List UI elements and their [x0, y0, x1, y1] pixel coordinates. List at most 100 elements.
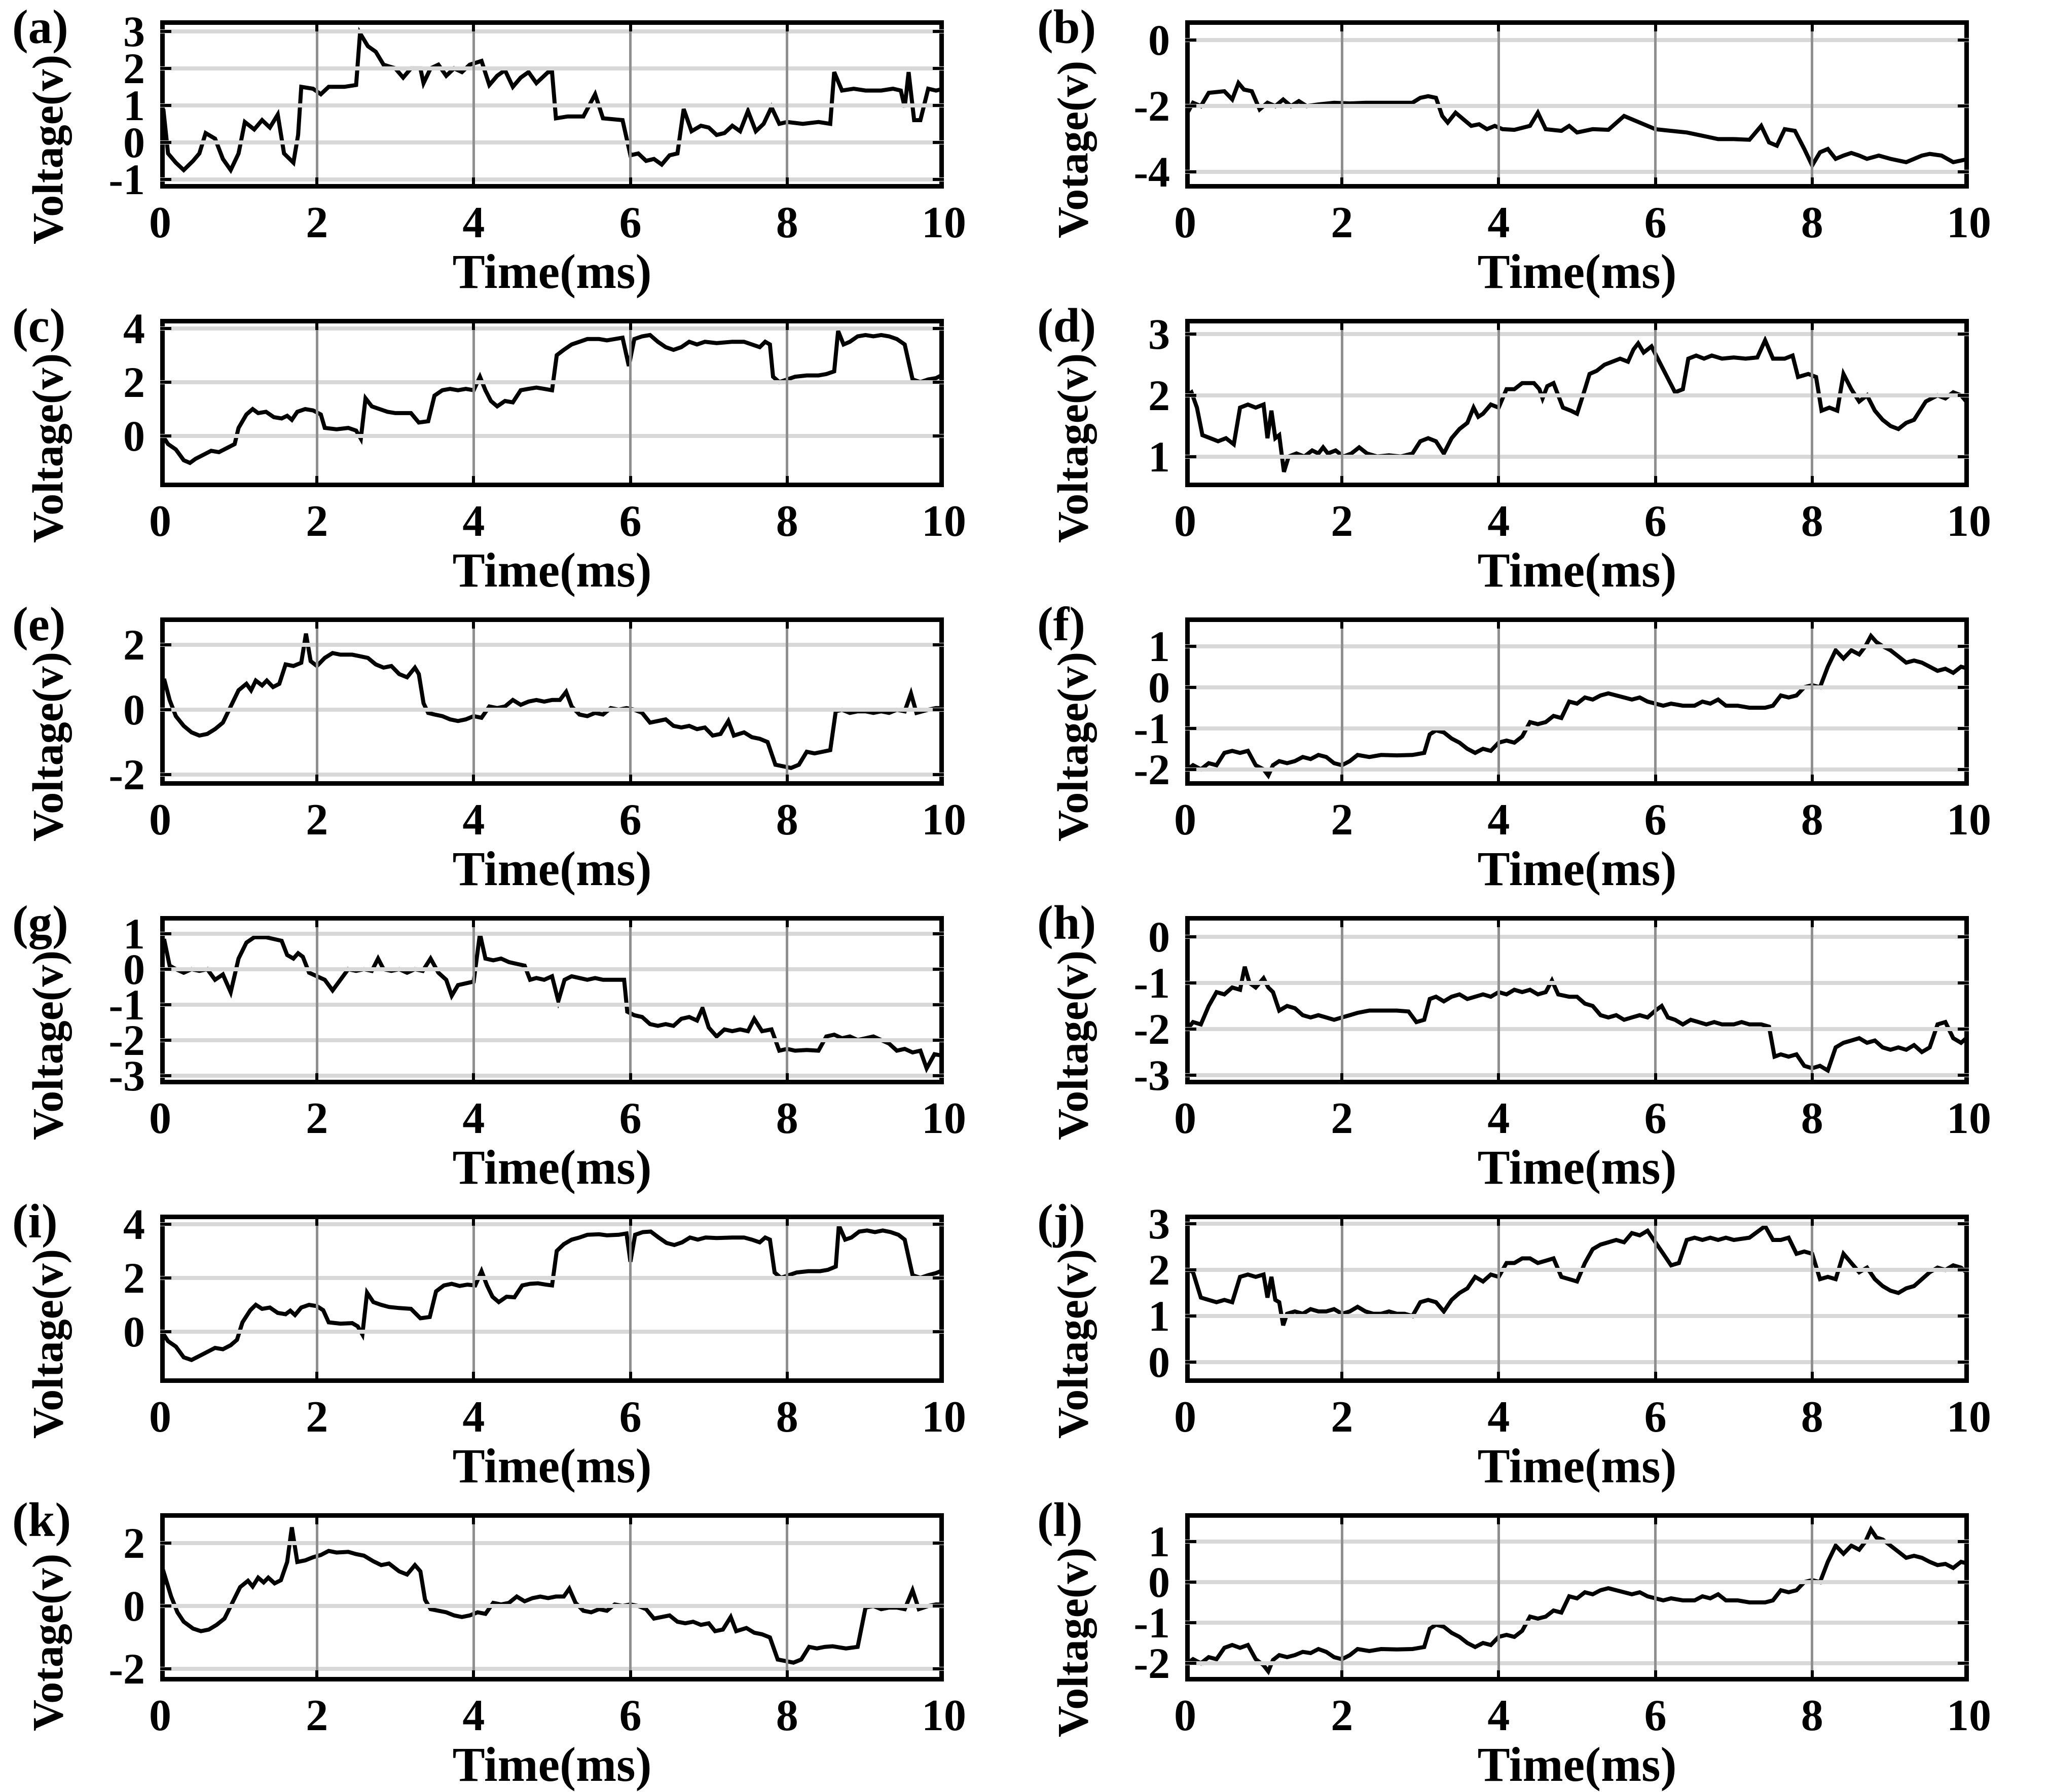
x-tick-label: 0 [1174, 198, 1196, 247]
x-tick-mark [1654, 1372, 1657, 1383]
x-tick-mark [472, 1372, 475, 1383]
x-tick-mark [785, 916, 789, 927]
subplot-b: (b) Votage(v) Time(ms) 0 -2 -4 0 2 4 6 8 10 [1025, 0, 2050, 299]
x-tick-label: 6 [1644, 1691, 1667, 1740]
plot-area [1185, 1513, 1969, 1681]
y-tick-mark [160, 1038, 171, 1042]
v-gridline [1811, 617, 1814, 786]
x-tick-mark [1497, 319, 1500, 330]
subplot-k: (k) Votage(v) Time(ms) 2 0 -2 0 2 4 6 8 10 [0, 1493, 1025, 1791]
y-tick-mark [933, 708, 944, 711]
subplot-l: (l) Voltage(v) Time(ms) 1 0 -1 -2 0 2 4 6 8 10 [1025, 1493, 2050, 1791]
subplot-d: (d) Voltage(v) Time(ms) 3 2 1 0 2 4 6 8 10 [1025, 299, 2050, 597]
h-gridline [160, 1604, 944, 1608]
x-tick-label: 0 [1174, 795, 1196, 845]
x-tick-mark [1340, 1670, 1344, 1681]
x-tick-mark [1340, 319, 1344, 330]
v-gridline [786, 1215, 789, 1383]
x-tick-label: 0 [1174, 1393, 1196, 1442]
x-tick-mark [1340, 20, 1344, 31]
y-tick-label: 4 [123, 1199, 145, 1249]
y-tick-mark [160, 967, 171, 971]
h-gridline [1185, 726, 1969, 730]
h-gridline [1185, 1580, 1969, 1584]
v-gridline [1654, 617, 1657, 786]
y-tick-mark [933, 29, 944, 33]
x-tick-label: 10 [1947, 1393, 1991, 1442]
y-tick-label: 2 [1148, 1246, 1170, 1295]
y-tick-mark [1958, 1073, 1969, 1077]
x-tick-mark [1340, 1215, 1344, 1226]
y-tick-mark [933, 1276, 944, 1279]
y-tick-mark [933, 1667, 944, 1671]
v-gridline [1811, 319, 1814, 487]
v-gridline [1497, 1215, 1500, 1383]
x-tick-mark [315, 1670, 319, 1681]
subplot-j: (j) Voltage(v) Time(ms) 3 2 1 0 0 2 4 6 8 10 [1025, 1194, 2050, 1493]
v-gridline [786, 617, 789, 786]
plot-area [1185, 1215, 1969, 1383]
h-gridline [160, 643, 944, 647]
y-tick-mark [933, 326, 944, 330]
y-tick-mark [160, 140, 171, 144]
x-tick-mark [1810, 1670, 1814, 1681]
h-gridline [160, 103, 944, 107]
y-tick-mark [1958, 1621, 1969, 1624]
y-tick-mark [1185, 726, 1196, 730]
x-tick-mark [1340, 177, 1344, 189]
x-tick-label: 10 [922, 1393, 966, 1442]
x-tick-mark [1810, 1372, 1814, 1383]
x-tick-mark [1654, 177, 1657, 189]
y-tick-mark [160, 1276, 171, 1279]
x-tick-label: 0 [149, 1393, 171, 1442]
x-tick-mark [629, 476, 632, 487]
x-tick-mark [785, 617, 789, 629]
y-tick-mark [160, 708, 171, 711]
h-gridline [1185, 393, 1969, 397]
plot-area [1185, 916, 1969, 1084]
y-tick-mark [1185, 1361, 1196, 1364]
y-tick-mark [1958, 1361, 1969, 1364]
waveform-line [1185, 632, 1969, 780]
y-tick-label: 2 [123, 44, 145, 93]
y-tick-mark [933, 1003, 944, 1006]
x-tick-label: 6 [619, 198, 642, 247]
v-gridline [472, 20, 475, 189]
h-gridline [1185, 685, 1969, 689]
x-tick-label: 4 [462, 497, 485, 546]
y-tick-mark [1958, 1540, 1969, 1543]
x-tick-mark [1497, 1073, 1500, 1084]
x-tick-mark [472, 1215, 475, 1226]
x-tick-label: 2 [1331, 1094, 1353, 1143]
subplot-i: (i) Voltage(v) Time(ms) 4 2 0 0 2 4 6 8 10 [0, 1194, 1025, 1493]
y-tick-label: 0 [1148, 1558, 1170, 1606]
v-gridline [1654, 20, 1657, 189]
x-tick-mark [472, 617, 475, 629]
x-tick-label: 6 [1644, 1094, 1667, 1143]
h-gridline [160, 967, 944, 971]
y-tick-mark [160, 29, 171, 33]
y-tick-mark [1958, 455, 1969, 458]
v-gridline [315, 617, 318, 786]
plot-area [160, 319, 944, 487]
x-tick-mark [315, 20, 319, 31]
y-tick-label: 0 [1148, 663, 1170, 712]
x-tick-mark [1654, 617, 1657, 629]
x-tick-mark [472, 1513, 475, 1524]
h-gridline [160, 177, 944, 181]
x-tick-label: 4 [1487, 198, 1510, 247]
x-tick-label: 0 [1174, 1094, 1196, 1143]
v-gridline [629, 319, 632, 487]
y-tick-label: 0 [1148, 16, 1170, 65]
h-gridline [160, 1038, 944, 1042]
y-tick-mark [933, 773, 944, 776]
y-tick-label: -2 [108, 1015, 145, 1065]
x-axis-label: Time(ms) [1477, 1140, 1677, 1194]
y-tick-label: 2 [123, 1253, 145, 1302]
x-tick-label: 8 [776, 1393, 798, 1442]
y-tick-mark [1958, 644, 1969, 648]
x-axis-label: Time(ms) [452, 842, 652, 896]
y-tick-mark [160, 1330, 171, 1334]
x-tick-label: 0 [149, 198, 171, 247]
y-tick-mark [1185, 1540, 1196, 1543]
